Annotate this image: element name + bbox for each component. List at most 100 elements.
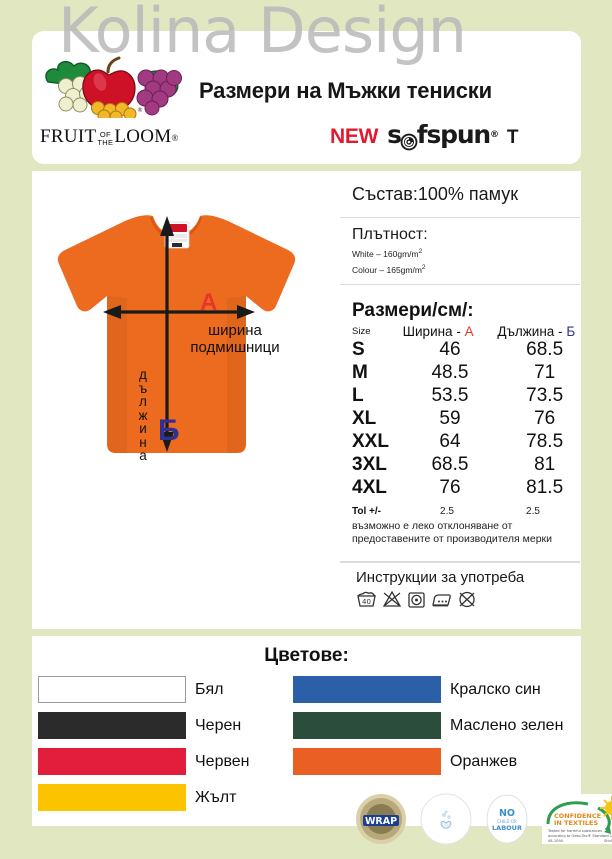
svg-text:LABOUR: LABOUR bbox=[492, 824, 522, 832]
svg-text:NO: NO bbox=[499, 808, 515, 819]
color-swatch bbox=[38, 712, 186, 739]
colors-list-left: Бял Черен Червен Жълт bbox=[38, 676, 250, 820]
svg-text:IN TEXTILES: IN TEXTILES bbox=[554, 819, 598, 827]
color-name: Бял bbox=[195, 680, 224, 698]
page-title: Размери на Мъжки тениски bbox=[199, 78, 492, 103]
color-item: Оранжев bbox=[293, 748, 563, 775]
color-name: Маслено зелен bbox=[450, 716, 564, 734]
sofspun-branding: NEW s fspun ® T bbox=[330, 120, 519, 150]
cell-length: 71 bbox=[534, 361, 556, 383]
col-header-width: Ширина - A bbox=[402, 323, 474, 339]
confidence-in-textiles-badge: CONFIDENCE IN TEXTILES Tested for harmfu… bbox=[542, 794, 612, 844]
composition-box: Състав:100% памук bbox=[340, 172, 580, 218]
color-swatch bbox=[293, 748, 441, 775]
cell-width: 53.5 bbox=[431, 384, 469, 406]
tolerance-note: възможно е леко отклоняване от предостав… bbox=[352, 519, 553, 545]
table-row: S 46 68.5 bbox=[352, 339, 592, 362]
sizes-heading: Размери/см/: bbox=[352, 299, 474, 321]
tolerance-length: 2.5 bbox=[526, 505, 540, 517]
fruit-of-the-loom-wordmark: FRUIT OF THE LOOM ® bbox=[40, 126, 179, 152]
tshirt-diagram bbox=[33, 172, 329, 628]
svg-text:Tested for harmful substances: Tested for harmful substances bbox=[547, 829, 602, 833]
color-swatch bbox=[293, 676, 441, 703]
density-white: White – 160gm/m2 bbox=[352, 248, 423, 259]
care-symbols: 40 bbox=[340, 588, 580, 616]
cell-size: L bbox=[352, 384, 364, 406]
colors-list-right: Кралско син Маслено зелен Оранжев bbox=[293, 676, 563, 784]
color-name: Жълт bbox=[195, 788, 237, 806]
size-table: Size Ширина - A Дължина - Б S 46 68.5 M 48.5… bbox=[352, 324, 592, 500]
fotl-loom: LOOM bbox=[114, 126, 172, 147]
cell-length: 76 bbox=[534, 407, 556, 429]
color-name: Червен bbox=[195, 752, 250, 770]
col-header-length: Дължина - Б bbox=[497, 323, 576, 339]
svg-text:®: ® bbox=[137, 107, 143, 114]
fotl-fruit: FRUIT bbox=[40, 126, 97, 147]
cell-size: 4XL bbox=[352, 476, 387, 498]
fotl-reg: ® bbox=[171, 133, 179, 143]
cell-width: 76 bbox=[439, 476, 461, 498]
svg-text:Shirley: Shirley bbox=[604, 839, 612, 843]
tumble-dry-icon bbox=[408, 592, 425, 608]
cell-width: 48.5 bbox=[431, 361, 469, 383]
cell-length: 73.5 bbox=[526, 384, 564, 406]
color-name: Оранжев bbox=[450, 752, 518, 770]
cell-width: 59 bbox=[439, 407, 461, 429]
color-swatch bbox=[38, 748, 186, 775]
density-colour: Colour – 165gm/m2 bbox=[352, 263, 426, 275]
care-title: Инструкции за употреба bbox=[340, 561, 580, 588]
sofspun-t-letter: T bbox=[506, 127, 519, 148]
cell-size: M bbox=[352, 361, 368, 383]
color-name: Черен bbox=[195, 716, 242, 734]
tolerance-row: Tol +/- 2.5 2.5 bbox=[340, 500, 580, 517]
new-badge: NEW bbox=[330, 125, 379, 148]
table-row: 3XL 68.5 81 bbox=[352, 454, 592, 477]
cell-length: 78.5 bbox=[526, 430, 564, 452]
cell-size: XL bbox=[352, 407, 377, 429]
fruit-logo-icon: ® bbox=[40, 48, 200, 124]
cell-size: XXL bbox=[352, 430, 389, 452]
cell-size: 3XL bbox=[352, 453, 387, 475]
svg-text:CHILD OR: CHILD OR bbox=[497, 819, 517, 824]
width-label: ширина подмишници bbox=[190, 322, 280, 356]
color-name: Кралско син bbox=[450, 680, 541, 698]
table-header-row: Size Ширина - A Дължина - Б bbox=[352, 324, 592, 339]
cell-width: 46 bbox=[439, 338, 461, 360]
svg-text:08-1090: 08-1090 bbox=[548, 839, 564, 843]
wrap-certification-badge: WRAP bbox=[356, 794, 406, 844]
cell-length: 81.5 bbox=[526, 476, 564, 498]
do-not-dry-clean-icon bbox=[459, 591, 475, 607]
table-row: L 53.5 73.5 bbox=[352, 385, 592, 408]
cell-length: 81 bbox=[534, 453, 556, 475]
no-child-labour-badge: NO CHILD OR LABOUR bbox=[486, 794, 528, 844]
tshirt-illustration bbox=[57, 212, 296, 453]
wash-40-icon: 40 bbox=[357, 591, 376, 607]
cell-length: 68.5 bbox=[526, 338, 564, 360]
color-swatch bbox=[38, 676, 186, 703]
density-title: Плътност: bbox=[352, 226, 428, 243]
care-box: Инструкции за употреба 40 bbox=[340, 561, 580, 616]
svg-text:WRAP: WRAP bbox=[365, 816, 397, 827]
color-item: Жълт bbox=[38, 784, 250, 811]
color-item: Червен bbox=[38, 748, 250, 775]
color-swatch bbox=[293, 712, 441, 739]
svg-text:CONFIDENCE: CONFIDENCE bbox=[554, 812, 601, 820]
color-item: Черен bbox=[38, 712, 250, 739]
col-header-size: Size bbox=[352, 325, 371, 337]
specs-column: Състав:100% памук Плътност: White – 160g… bbox=[340, 172, 580, 616]
label-a: A bbox=[200, 289, 218, 316]
color-item: Маслено зелен bbox=[293, 712, 563, 739]
composition-text: Състав:100% памук bbox=[352, 184, 519, 204]
certification-badges: WRAP NO CHILD OR LABOUR bbox=[355, 793, 612, 845]
cell-width: 64 bbox=[439, 430, 461, 452]
table-row: M 48.5 71 bbox=[352, 362, 592, 385]
spiral-icon bbox=[400, 128, 418, 150]
color-swatch bbox=[38, 784, 186, 811]
label-b: Б bbox=[158, 414, 180, 447]
tolerance-width: 2.5 bbox=[440, 505, 454, 517]
table-row: 4XL 76 81.5 bbox=[352, 477, 592, 500]
color-item: Кралско син bbox=[293, 676, 563, 703]
tolerance-label: Tol +/- bbox=[352, 505, 381, 517]
